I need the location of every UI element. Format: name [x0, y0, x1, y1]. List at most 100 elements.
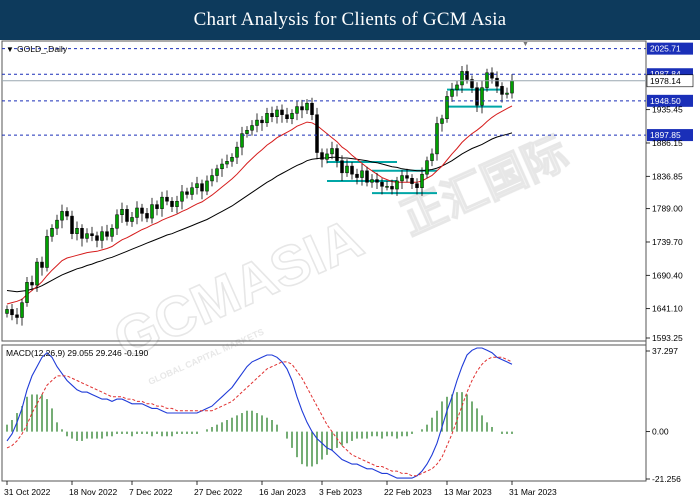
- date-tick-label: 27 Dec 2022: [194, 487, 242, 497]
- candle-down: [375, 179, 379, 183]
- candle-up: [395, 180, 399, 190]
- candle-up: [85, 233, 89, 239]
- price-tick-label: 1836.85: [652, 171, 683, 181]
- candle-down: [155, 204, 159, 209]
- candle-up: [325, 153, 329, 160]
- candle-down: [10, 309, 14, 316]
- candle-up: [190, 187, 194, 195]
- candle-down: [350, 165, 354, 175]
- price-tick-label: 1886.15: [652, 138, 683, 148]
- candle-up: [455, 84, 459, 90]
- candle-up: [400, 175, 404, 182]
- candle-up: [205, 180, 209, 192]
- candle-down: [70, 215, 74, 234]
- date-tick-label: 16 Jan 2023: [259, 487, 306, 497]
- candle-up: [235, 146, 239, 158]
- date-tick-label: 13 Mar 2023: [444, 487, 492, 497]
- candle-down: [410, 177, 414, 184]
- macd-signal-line: [6, 356, 513, 477]
- candle-down: [40, 261, 44, 268]
- candle-up: [430, 153, 434, 161]
- banner-title: Chart Analysis for Clients of GCM Asia: [193, 9, 507, 30]
- candle-up: [425, 160, 429, 175]
- candle-up: [435, 123, 439, 155]
- candle-up: [445, 96, 449, 119]
- candle-up: [130, 217, 134, 222]
- candle-down: [285, 114, 289, 119]
- price-tick-label: 1935.45: [652, 105, 683, 115]
- current-price-badge: [646, 74, 694, 88]
- candle-up: [55, 219, 59, 229]
- candle-up: [220, 163, 224, 170]
- date-tick-label: 22 Feb 2023: [384, 487, 432, 497]
- candle-up: [245, 129, 249, 134]
- candle-down: [335, 148, 339, 161]
- candle-down: [280, 109, 284, 115]
- candle-down: [105, 231, 109, 237]
- candle-down: [165, 196, 169, 202]
- candle-up: [370, 179, 374, 183]
- candle-down: [315, 114, 319, 153]
- candle-down: [475, 87, 479, 106]
- level-badge-text: 1987.84: [650, 69, 681, 79]
- candle-up: [135, 207, 139, 218]
- date-tick-label: 3 Feb 2023: [319, 487, 362, 497]
- candle-up: [225, 161, 229, 165]
- date-tick-label: 31 Oct 2022: [4, 487, 51, 497]
- candle-down: [200, 183, 204, 192]
- candle-up: [295, 106, 299, 114]
- candle-up: [450, 89, 454, 97]
- candle-down: [365, 170, 369, 183]
- macd-label: MACD(12,26,9) 29.055 29.246 -0.190: [6, 348, 149, 358]
- symbol-arrow-icon[interactable]: ▼: [6, 45, 14, 54]
- candle-up: [505, 92, 509, 95]
- candle-up: [110, 228, 114, 237]
- candle-down: [320, 152, 324, 160]
- price-tick-label: 1690.40: [652, 270, 683, 280]
- date-tick-label: 31 Mar 2023: [509, 487, 557, 497]
- symbol-label: GOLD_,Daily: [17, 44, 68, 54]
- candle-up: [385, 186, 389, 188]
- candle-up: [160, 196, 164, 209]
- candle-up: [45, 236, 49, 268]
- candle-down: [270, 113, 274, 117]
- price-tick-label: 1789.00: [652, 204, 683, 214]
- candle-down: [145, 213, 149, 219]
- candle-up: [275, 109, 279, 117]
- ma-red-line: [6, 105, 513, 305]
- macd-tick-label: -21.256: [652, 474, 681, 484]
- candle-up: [230, 157, 234, 162]
- candle-down: [80, 228, 84, 239]
- candle-up: [5, 309, 9, 314]
- level-badge-text: 1897.85: [650, 130, 681, 140]
- candle-down: [125, 209, 129, 222]
- candle-up: [460, 71, 464, 86]
- level-badge: [647, 94, 693, 107]
- price-tick-label: 1739.70: [652, 237, 683, 247]
- candle-down: [185, 191, 189, 195]
- candle-up: [290, 113, 294, 119]
- candle-up: [75, 228, 79, 234]
- candle-down: [170, 200, 174, 207]
- candle-down: [490, 72, 494, 79]
- candle-up: [420, 173, 424, 188]
- candle-up: [360, 170, 364, 178]
- macd-line: [6, 347, 513, 479]
- candle-down: [340, 160, 344, 174]
- candle-up: [330, 148, 334, 155]
- macd-tick-label: 0.00: [652, 427, 669, 437]
- date-tick-label: 18 Nov 2022: [69, 487, 117, 497]
- candle-up: [265, 113, 269, 124]
- candle-down: [95, 235, 99, 241]
- price-tick-label: 1593.25: [652, 333, 683, 343]
- candle-up: [195, 183, 199, 188]
- candle-down: [405, 175, 409, 179]
- candle-up: [305, 102, 309, 111]
- candle-up: [485, 72, 489, 88]
- candle-up: [210, 175, 214, 182]
- level-badge: [647, 129, 693, 142]
- candle-down: [300, 106, 304, 111]
- price-tick-label: 1641.10: [652, 304, 683, 314]
- price-panel: [1, 40, 647, 342]
- scroll-marker-icon[interactable]: ▼: [522, 41, 529, 48]
